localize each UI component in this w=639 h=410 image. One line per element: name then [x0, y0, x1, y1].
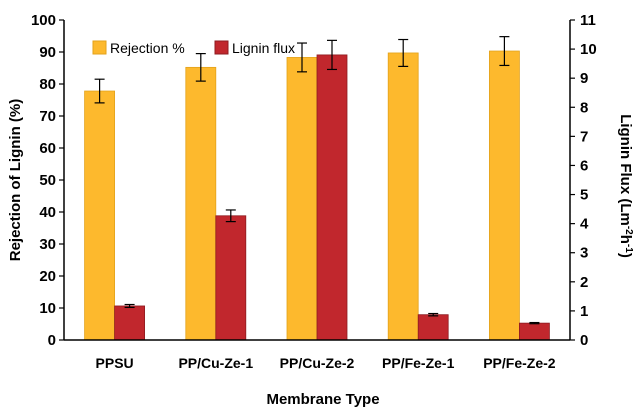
left-tick-label: 40 — [39, 204, 56, 221]
left-tick-label: 70 — [39, 108, 56, 125]
right-tick-label: 7 — [580, 128, 588, 145]
legend-swatch-rejection — [93, 41, 106, 54]
legend-label-lignin-flux: Lignin flux — [232, 40, 295, 56]
bar-lignin-flux — [115, 306, 145, 340]
left-tick-label: 90 — [39, 44, 56, 61]
bar-rejection — [489, 51, 519, 340]
bar-lignin-flux — [317, 55, 347, 340]
right-tick-label: 8 — [580, 99, 588, 116]
bar-lignin-flux — [418, 315, 448, 340]
y2-title-end: ) — [617, 253, 634, 258]
bar-lignin-flux — [216, 216, 246, 340]
left-tick-label: 0 — [48, 332, 56, 349]
left-tick-label: 50 — [39, 172, 56, 189]
left-tick-label: 100 — [31, 12, 56, 29]
bar-rejection — [287, 57, 317, 340]
category-label: PP/Cu-Ze-2 — [280, 355, 355, 371]
category-label: PP/Fe-Ze-2 — [483, 355, 556, 371]
y2-title-mid: h — [617, 235, 634, 244]
x-axis-title: Membrane Type — [266, 391, 379, 408]
legend: Rejection % Lignin flux — [93, 40, 295, 56]
bar-rejection — [186, 67, 216, 340]
y2-title-main: Lignin Flux (Lm — [617, 114, 634, 226]
right-tick-label: 3 — [580, 245, 588, 262]
right-tick-label: 0 — [580, 332, 588, 349]
right-tick-label: 11 — [580, 12, 596, 29]
legend-swatch-lignin-flux — [215, 41, 228, 54]
category-label: PP/Fe-Ze-1 — [382, 355, 455, 371]
left-tick-label: 60 — [39, 140, 56, 157]
left-tick-label: 30 — [39, 236, 56, 253]
category-label: PP/Cu-Ze-1 — [178, 355, 253, 371]
bars-layer — [85, 37, 550, 340]
right-tick-label: 5 — [580, 187, 588, 204]
category-labels: PPSU PP/Cu-Ze-1 PP/Cu-Ze-2 PP/Fe-Ze-1 PP/Fe-… — [96, 355, 556, 371]
bar-rejection — [85, 91, 115, 340]
left-tick-label: 20 — [39, 268, 56, 285]
left-tick-label: 80 — [39, 76, 56, 93]
right-tick-label: 4 — [580, 216, 589, 233]
right-tick-label: 6 — [580, 157, 588, 174]
right-tick-label: 9 — [580, 70, 588, 87]
right-tick-label: 2 — [580, 274, 588, 291]
right-tick-label: 10 — [580, 41, 597, 58]
category-label: PPSU — [96, 355, 134, 371]
bar-rejection — [388, 53, 418, 340]
bar-lignin-flux — [519, 323, 549, 340]
y2-axis-title: Lignin Flux (Lm-2h-1) — [617, 114, 635, 258]
left-tick-label: 10 — [39, 300, 56, 317]
y-axis-title: Rejection of Lignin (%) — [7, 99, 24, 262]
legend-label-rejection: Rejection % — [110, 40, 185, 56]
right-tick-label: 1 — [580, 303, 588, 320]
